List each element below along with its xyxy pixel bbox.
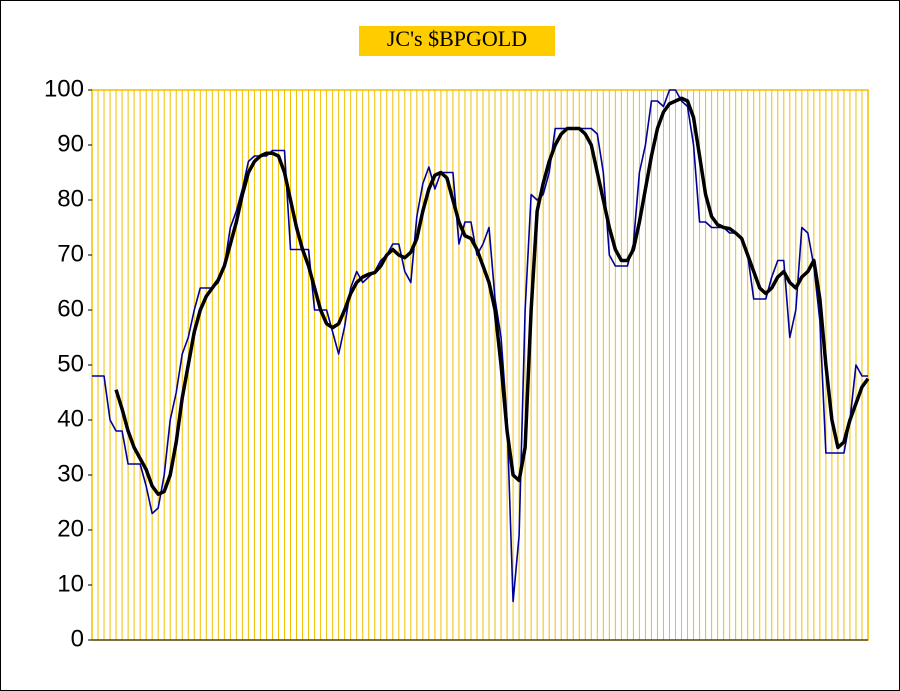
- chart-title: JC's $BPGOLD: [387, 26, 527, 51]
- line-series: [114, 96, 870, 496]
- y-tick-label: 40: [57, 405, 84, 432]
- y-tick-label: 60: [57, 295, 84, 322]
- y-tick-label: 20: [57, 515, 84, 542]
- y-tick-label: 80: [57, 185, 84, 212]
- y-tick-label: 0: [71, 625, 84, 652]
- y-tick-label: 50: [57, 350, 84, 377]
- y-tick-label: 100: [44, 75, 84, 102]
- y-tick-label: 90: [57, 130, 84, 157]
- y-tick-label: 70: [57, 240, 84, 267]
- y-tick-label: 10: [57, 570, 84, 597]
- title-box: [359, 26, 555, 56]
- y-tick-label: 30: [57, 460, 84, 487]
